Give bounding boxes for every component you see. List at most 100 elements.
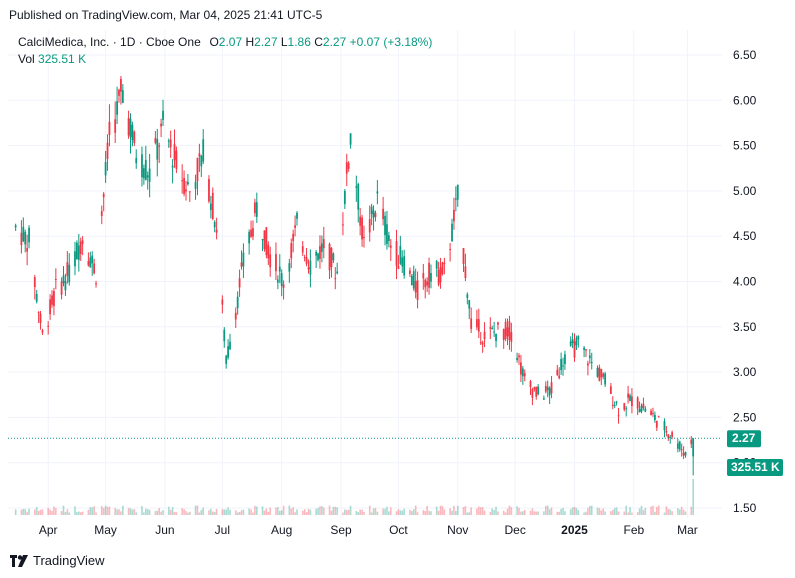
candle-body: [439, 267, 442, 283]
candle-body: [692, 438, 695, 457]
volume-bar: [656, 506, 658, 515]
candle-body: [76, 242, 78, 260]
candle-body: [51, 295, 53, 305]
volume-bar: [321, 506, 323, 515]
candle-body: [625, 408, 628, 410]
volume-bar: [305, 512, 308, 515]
volume-bar: [629, 507, 631, 515]
candle-body: [37, 312, 40, 314]
candle-body: [131, 124, 134, 141]
volume-bar: [236, 512, 239, 515]
volume-bar: [225, 509, 227, 515]
volume-bar: [211, 511, 214, 515]
candle-body: [79, 241, 82, 254]
volume-bar: [342, 512, 344, 515]
candle-body: [320, 243, 323, 252]
volume-bar: [213, 511, 216, 515]
volume-bar: [106, 506, 109, 515]
candle-body: [120, 78, 122, 92]
candle-body: [611, 404, 614, 406]
volume-bar: [336, 507, 338, 515]
candle-body: [617, 415, 620, 417]
volume-bar: [677, 508, 679, 515]
candle-body: [253, 202, 256, 214]
candle-body: [504, 321, 507, 339]
volume-bar: [102, 507, 105, 515]
volume-bar: [282, 505, 285, 515]
y-tick-label: 3.50: [733, 320, 757, 334]
change-value: +0.07 (+3.18%): [349, 35, 433, 49]
x-tick-label: 2025: [561, 523, 588, 537]
volume-bar: [376, 511, 379, 515]
volume-bar: [242, 509, 245, 515]
candle-body: [520, 362, 522, 375]
volume-bar: [154, 511, 157, 515]
volume-bar: [476, 508, 478, 515]
last-price-text: 2.27: [732, 431, 756, 445]
candle-body: [493, 331, 496, 333]
candle-body: [263, 230, 266, 249]
volume-bar: [189, 511, 191, 515]
volume-bar: [510, 507, 513, 515]
x-tick-label: Sep: [330, 523, 352, 537]
publish-bar: Published on TradingView.com, Mar 04, 20…: [0, 0, 795, 30]
volume-bar: [60, 511, 63, 515]
volume-bar: [598, 508, 601, 515]
candle-body: [68, 264, 71, 283]
candle-body: [368, 219, 371, 233]
candle-body: [690, 439, 693, 445]
volume-bar: [562, 507, 564, 515]
candle-body: [14, 225, 17, 228]
volume-bar: [558, 511, 560, 515]
candle-body: [470, 318, 473, 329]
candle-body: [441, 262, 444, 275]
volume-bar: [506, 508, 509, 515]
volume-bar: [571, 507, 574, 515]
candle-body: [315, 252, 318, 256]
volume-bar: [49, 509, 51, 515]
tradingview-footer[interactable]: TradingView: [10, 553, 105, 568]
candle-body: [642, 403, 645, 408]
volume-bar: [590, 505, 593, 515]
volume-bar: [24, 509, 27, 515]
y-tick-label: 3.00: [733, 365, 757, 379]
candle-body: [200, 155, 203, 167]
volume-bar: [95, 512, 97, 515]
candle-body: [521, 368, 524, 377]
volume-bar: [529, 510, 532, 515]
candle-body: [225, 355, 228, 364]
candle-body: [412, 271, 415, 289]
volume-bar: [426, 506, 428, 515]
candle-body: [671, 432, 674, 437]
volume-bar: [108, 506, 111, 515]
volume-bar: [543, 511, 545, 515]
volume-bar: [439, 505, 442, 515]
volume-bar: [167, 506, 170, 515]
candle-body: [546, 386, 549, 390]
volume-bar: [294, 512, 296, 515]
x-tick-label: Aug: [271, 523, 292, 537]
volume-bar: [223, 509, 226, 515]
candle-body: [95, 283, 97, 285]
candle-body: [604, 373, 607, 385]
open-value: 2.07: [218, 35, 243, 49]
volume-bar: [349, 505, 352, 515]
close-label: C: [314, 35, 323, 49]
volume-bar: [615, 507, 618, 515]
volume-bar: [74, 506, 76, 515]
candle-body: [250, 229, 252, 237]
candle-body: [678, 441, 681, 450]
volume-bar: [53, 506, 55, 515]
candle-body: [583, 347, 585, 350]
volume-bar: [531, 508, 534, 515]
y-tick-label: 4.50: [733, 229, 757, 243]
candle-body: [395, 241, 398, 266]
volume-bar: [388, 511, 390, 515]
candle-body: [495, 333, 497, 342]
candle-body: [66, 262, 69, 277]
volume-bar: [89, 507, 92, 515]
volume-bar: [238, 511, 241, 515]
volume-bar: [611, 509, 614, 515]
volume-bar: [288, 505, 291, 515]
